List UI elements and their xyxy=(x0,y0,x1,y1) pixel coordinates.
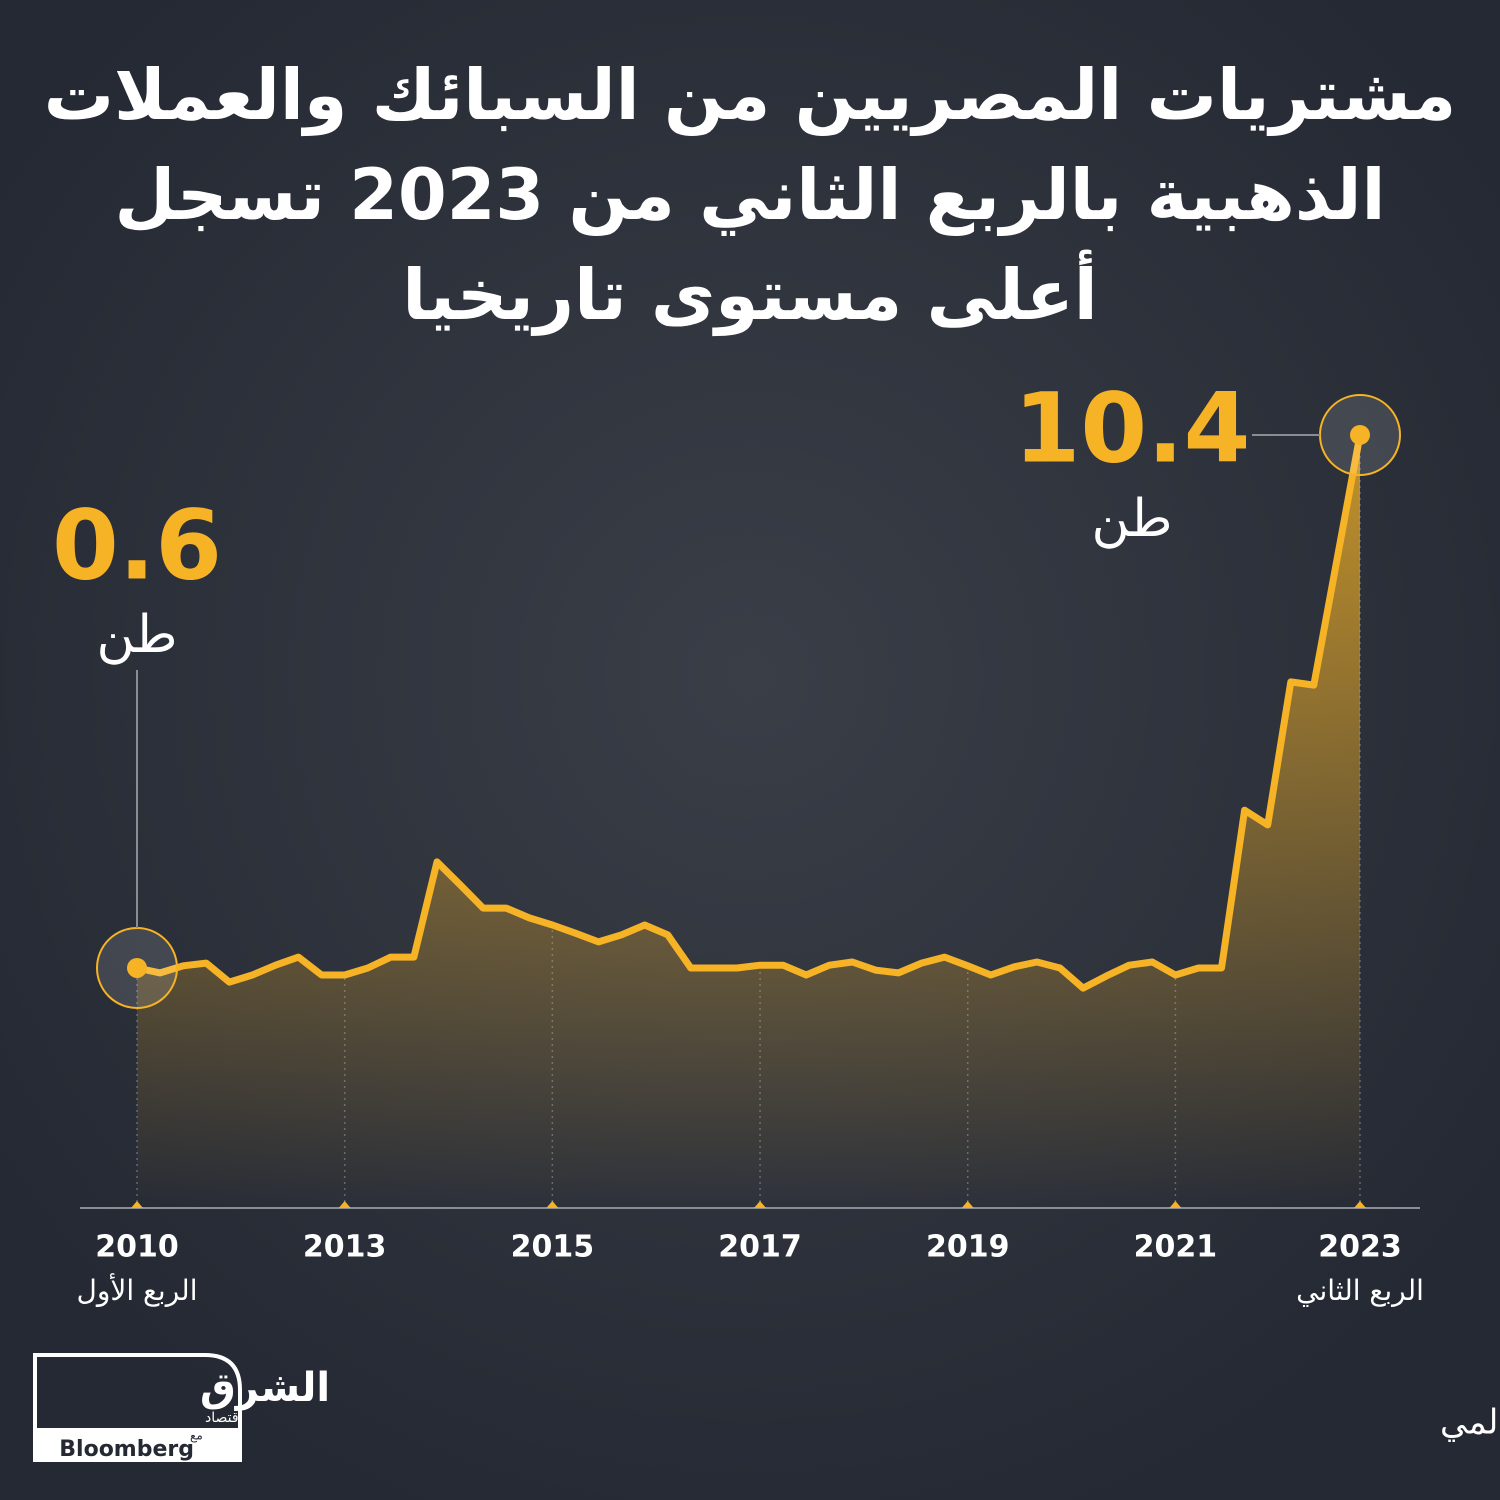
logo-sub: اقتصاد xyxy=(205,1410,242,1426)
unit-label: طن xyxy=(97,605,178,665)
x-tick-note: الربع الثاني xyxy=(1296,1274,1424,1307)
logo-with: مع xyxy=(190,1429,203,1443)
x-tick-label: 2021 xyxy=(1134,1230,1218,1265)
x-tick-label: 2010 xyxy=(95,1230,179,1265)
x-tick-label: 2023 xyxy=(1318,1230,1402,1265)
x-tick-label: 2017 xyxy=(718,1230,802,1265)
data-label: 0.6 xyxy=(52,489,222,601)
highlight-dot xyxy=(1350,424,1370,445)
data-label: 10.4 xyxy=(1014,372,1251,484)
source: المصدر: مجلس الذهب العالمي xyxy=(1440,1403,1500,1443)
highlight-dot xyxy=(127,957,147,978)
logo-partner: Bloomberg xyxy=(59,1437,194,1462)
logo-band xyxy=(35,1428,240,1460)
logo-name: الشرق xyxy=(200,1365,330,1411)
x-tick-label: 2013 xyxy=(303,1230,387,1265)
x-tick-note: الربع الأول xyxy=(77,1272,198,1307)
title-line: مشتريات المصريين من السبائك والعملات xyxy=(44,54,1457,136)
line xyxy=(133,431,1364,992)
plot: 2010 2013 2015 2017 2019 2021 2023 الربع الأول ا… xyxy=(52,372,1424,1307)
x-tick-label: 2015 xyxy=(511,1230,595,1265)
x-tick-label: 2019 xyxy=(926,1230,1010,1265)
title-line: الذهبية بالربع الثاني من 2023 تسجل xyxy=(114,154,1385,236)
title-line: أعلى مستوى تاريخيا xyxy=(402,249,1098,336)
logo: الشرق اقتصاد مع Bloomberg xyxy=(33,1353,330,1462)
title: مشتريات المصريين من السبائك والعملات الذه… xyxy=(44,54,1457,336)
area xyxy=(137,434,1360,1208)
unit-label: طن xyxy=(1092,489,1173,549)
